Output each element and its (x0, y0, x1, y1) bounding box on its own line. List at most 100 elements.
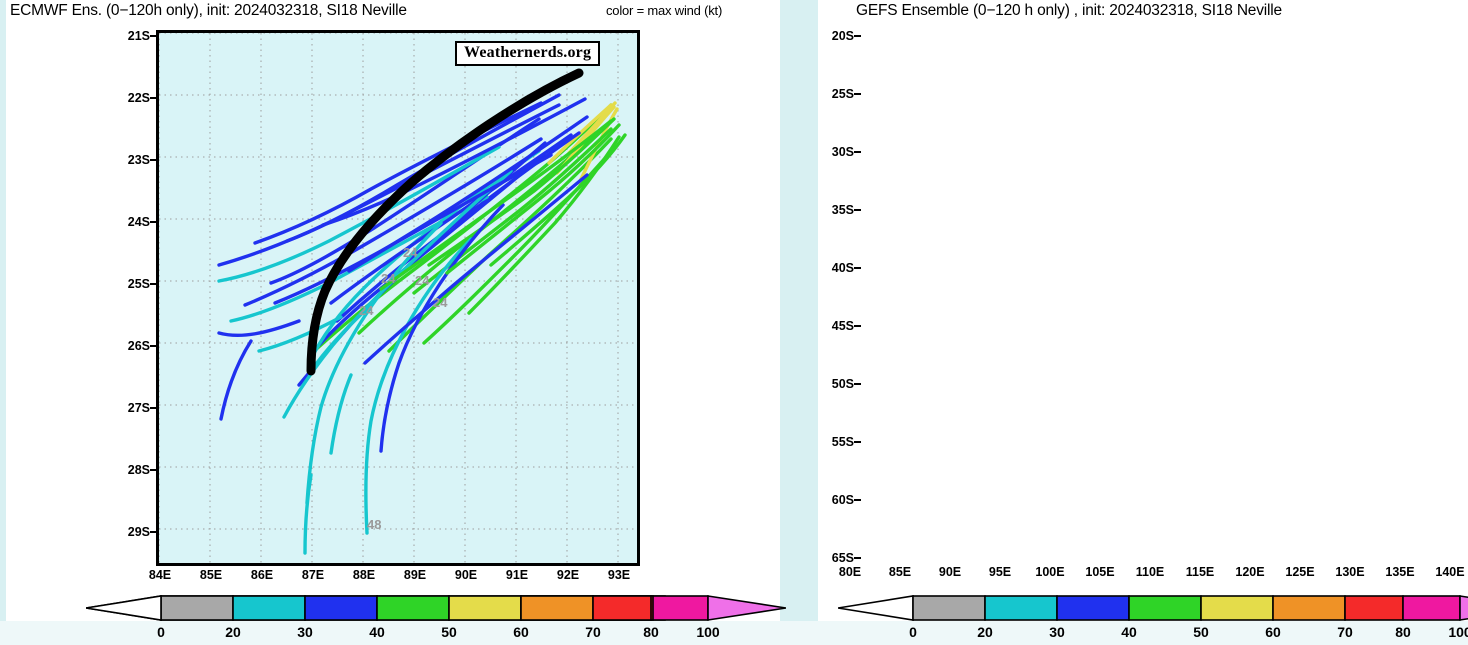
ecmwf-color-legend: color = max wind (kt) (606, 3, 723, 18)
gefs-ytickmark (854, 499, 861, 501)
gefs-ytickmark (854, 441, 861, 443)
gefs-xtick-80e: 80E (838, 565, 862, 579)
gefs-xtick-90e: 90E (938, 565, 962, 579)
ecmwf-ytickmark (150, 159, 157, 161)
ecmwf-xtick-87e: 87E (301, 568, 325, 582)
gefs-cbtick-60: 60 (1265, 624, 1281, 640)
ecmwf-xtick-88e: 88E (352, 568, 376, 582)
ecmwf-ytick-24s: 24S (127, 215, 150, 229)
ecmwf-xtick-84e: 84E (148, 568, 172, 582)
gefs-cbtick-40: 40 (1121, 624, 1137, 640)
gefs-cbtick-100: 100 (1448, 624, 1468, 640)
gefs-xtick-115e: 115E (1185, 565, 1215, 579)
ecmwf-ytickmark (150, 97, 157, 99)
ecmwf-ytick-29s: 29S (127, 525, 150, 539)
ecmwf-xtick-85e: 85E (199, 568, 223, 582)
ecmwf-ytickmark (150, 221, 157, 223)
ecmwf-cbtick-30: 30 (297, 624, 313, 640)
gefs-ytickmark (854, 383, 861, 385)
ecmwf-ytickmark (150, 531, 157, 533)
gefs-cbtick-30: 30 (1049, 624, 1065, 640)
gefs-ytick-45s: 45S (831, 319, 854, 333)
ecmwf-map[interactable]: Weathernerds.org 24 24 24 24 24 48 (156, 30, 640, 566)
gefs-xtick-130e: 130E (1335, 565, 1365, 579)
ecmwf-watermark: Weathernerds.org (455, 41, 601, 66)
gefs-ytick-20s: 20S (831, 29, 854, 43)
gefs-cbtick-50: 50 (1193, 624, 1209, 640)
ecmwf-hour-24-b: 24 (415, 273, 430, 288)
ecmwf-cbtick-0: 0 (157, 624, 165, 640)
ecmwf-xtick-92e: 92E (556, 568, 580, 582)
ecmwf-cbtick-50: 50 (441, 624, 457, 640)
gefs-ytickmark (854, 151, 861, 153)
ecmwf-ytickmark (150, 469, 157, 471)
ecmwf-ytick-21s: 21S (127, 29, 150, 43)
gefs-ytick-40s: 40S (831, 261, 854, 275)
ecmwf-ytick-27s: 27S (127, 401, 150, 415)
ecmwf-cbtick-60: 60 (513, 624, 529, 640)
gefs-xtick-110e: 110E (1135, 565, 1165, 579)
gefs-colorbar[interactable]: 0 20 30 40 50 60 70 80 100 (838, 594, 1468, 640)
gefs-ytickmark (854, 35, 861, 37)
panel-gutter (780, 0, 818, 621)
gefs-xtick-120e: 120E (1235, 565, 1265, 579)
ecmwf-ensemble-mean (306, 68, 584, 376)
gefs-xtick-140e: 140E (1435, 565, 1465, 579)
gefs-xtick-85e: 85E (888, 565, 912, 579)
ecmwf-ytickmark (150, 345, 157, 347)
gefs-cbtick-0: 0 (909, 624, 917, 640)
ecmwf-hour-48: 48 (367, 517, 382, 532)
ecmwf-xtick-93e: 93E (607, 568, 631, 582)
gefs-ytick-25s: 25S (831, 87, 854, 101)
left-gutter (0, 0, 6, 621)
gefs-xtick-95e: 95E (988, 565, 1012, 579)
ecmwf-cbtick-20: 20 (225, 624, 241, 640)
ecmwf-ytickmark (150, 35, 157, 37)
gefs-xtick-105e: 105E (1085, 565, 1115, 579)
gefs-ytickmark (854, 325, 861, 327)
ecmwf-ytick-26s: 26S (127, 339, 150, 353)
ecmwf-xtick-89e: 89E (403, 568, 427, 582)
ecmwf-xtick-91e: 91E (505, 568, 529, 582)
ecmwf-cbtick-40: 40 (369, 624, 385, 640)
gefs-xtick-100e: 100E (1035, 565, 1065, 579)
ecmwf-cbtick-70: 70 (585, 624, 601, 640)
gefs-ytickmark (854, 93, 861, 95)
gefs-xtick-135e: 135E (1385, 565, 1415, 579)
ecmwf-ytickmark (150, 283, 157, 285)
gefs-ytick-35s: 35S (831, 203, 854, 217)
bottom-gutter (0, 621, 1468, 645)
gefs-ytickmark (854, 557, 861, 559)
ecmwf-colorbar[interactable]: 0 20 30 40 50 60 70 80 100 (86, 594, 786, 640)
ecmwf-hour-24-c: 24 (403, 245, 418, 260)
ecmwf-ytickmark (150, 407, 157, 409)
ecmwf-cbtick-80: 80 (643, 624, 659, 640)
gefs-ytickmark (854, 267, 861, 269)
ecmwf-plot-svg (159, 33, 637, 563)
ecmwf-hour-24-d: 24 (359, 303, 374, 318)
ecmwf-cbtick-100: 100 (696, 624, 720, 640)
panel-gefs: GEFS Ensemble (0−120 h only) , init: 202… (818, 0, 1468, 645)
ecmwf-hour-24-a: 24 (381, 271, 396, 286)
gefs-ytick-65s: 65S (831, 551, 854, 565)
gefs-cbtick-20: 20 (977, 624, 993, 640)
ecmwf-ytick-25s: 25S (127, 277, 150, 291)
gefs-cbtick-70: 70 (1337, 624, 1353, 640)
gefs-ytick-60s: 60S (831, 493, 854, 507)
gefs-ytick-55s: 55S (831, 435, 854, 449)
ecmwf-ensemble-members (217, 93, 627, 555)
ecmwf-ytick-28s: 28S (127, 463, 150, 477)
ecmwf-ytick-22s: 22S (127, 91, 150, 105)
gefs-ytick-50s: 50S (831, 377, 854, 391)
panel-ecmwf: ECMWF Ens. (0−120h only), init: 20240323… (6, 0, 786, 645)
ecmwf-title: ECMWF Ens. (0−120h only), init: 20240323… (10, 2, 407, 19)
ecmwf-hour-24-e: 24 (433, 295, 448, 310)
ecmwf-xtick-90e: 90E (454, 568, 478, 582)
gefs-xtick-125e: 125E (1285, 565, 1315, 579)
gefs-cbtick-80: 80 (1395, 624, 1411, 640)
gefs-title: GEFS Ensemble (0−120 h only) , init: 202… (856, 2, 1282, 19)
gefs-ytickmark (854, 209, 861, 211)
ecmwf-xtick-86e: 86E (250, 568, 274, 582)
gefs-ytick-30s: 30S (831, 145, 854, 159)
